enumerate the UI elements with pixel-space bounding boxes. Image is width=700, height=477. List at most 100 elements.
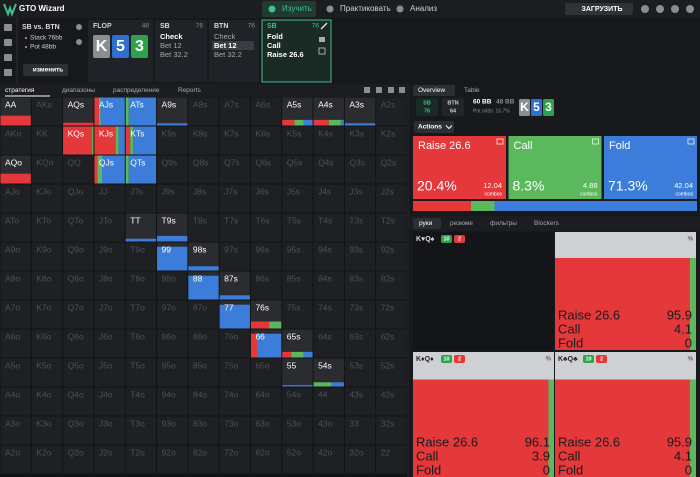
hand-cell[interactable] (376, 358, 407, 387)
hand-cell[interactable] (94, 445, 125, 474)
line-option[interactable]: Check (160, 32, 183, 41)
hand-cell[interactable] (282, 445, 313, 474)
hand-cell[interactable] (376, 97, 407, 126)
hand-cell[interactable] (250, 213, 282, 242)
hand-cell[interactable] (94, 358, 125, 387)
hand-cell[interactable] (376, 126, 407, 155)
hand-cell[interactable] (188, 242, 219, 271)
hand-cell[interactable] (282, 271, 313, 300)
hand-cell[interactable] (94, 416, 125, 445)
panel-tab[interactable]: Table (464, 87, 480, 94)
hand-cell[interactable] (31, 445, 63, 474)
hand-cell[interactable] (188, 126, 219, 155)
hand-cell[interactable] (344, 329, 376, 358)
icon[interactable] (641, 5, 649, 13)
hand-cell[interactable] (188, 445, 219, 474)
hand-cell[interactable] (376, 184, 407, 213)
hand-cell[interactable] (250, 155, 282, 184)
hand-cell[interactable] (63, 213, 94, 242)
hand-cell[interactable] (94, 300, 125, 329)
line-option[interactable]: Raise 26.6 (267, 50, 304, 59)
hand-cell[interactable] (31, 184, 63, 213)
hand-cell[interactable] (157, 97, 188, 126)
hand-cell[interactable] (188, 329, 219, 358)
hand-cell[interactable] (94, 242, 125, 271)
line-column[interactable] (155, 20, 207, 82)
change-button[interactable] (23, 64, 68, 76)
hand-cell[interactable] (157, 184, 188, 213)
icon[interactable] (76, 39, 82, 45)
matrix-tab[interactable]: распределение (113, 87, 160, 94)
nav-item[interactable]: Анализ (410, 4, 437, 13)
nav-item[interactable]: Практиковать (340, 4, 391, 13)
hand-tab[interactable]: резюме (450, 220, 473, 227)
line-option[interactable]: Bet 32.2 (214, 50, 242, 59)
hand-cell[interactable] (31, 213, 63, 242)
hand-tab[interactable]: фильтры (490, 220, 517, 227)
hand-cell[interactable] (157, 387, 188, 416)
hand-cell[interactable] (376, 445, 407, 474)
hand-card[interactable] (413, 232, 554, 350)
hand-cell[interactable] (282, 242, 313, 271)
hand-cell[interactable] (219, 387, 250, 416)
panel-tab[interactable]: Overview (418, 87, 445, 94)
hand-cell[interactable] (282, 155, 313, 184)
hand-tab[interactable]: руки (419, 220, 433, 227)
line-option[interactable]: Check (214, 32, 236, 41)
icon[interactable] (364, 87, 370, 93)
icon[interactable] (4, 39, 12, 46)
hand-cell[interactable] (63, 416, 94, 445)
hand-cell[interactable] (125, 300, 157, 329)
icon[interactable] (376, 87, 382, 93)
icon[interactable] (4, 24, 12, 31)
line-option[interactable]: Bet 12 (160, 41, 182, 50)
hand-cell[interactable] (313, 271, 344, 300)
hand-cell[interactable] (63, 184, 94, 213)
hand-cell[interactable] (63, 300, 94, 329)
hand-cell[interactable] (344, 213, 376, 242)
hand-cell[interactable] (94, 213, 125, 242)
icon[interactable] (656, 5, 664, 13)
hand-cell[interactable] (282, 358, 313, 387)
hand-cell[interactable] (157, 445, 188, 474)
hand-cell[interactable] (31, 387, 63, 416)
hand-cell[interactable] (0, 300, 31, 329)
hand-cell[interactable] (376, 387, 407, 416)
icon[interactable] (399, 87, 405, 93)
hand-cell[interactable] (344, 126, 376, 155)
hand-cell[interactable] (0, 416, 31, 445)
hand-cell[interactable] (219, 271, 250, 300)
hand-cell[interactable] (125, 271, 157, 300)
hand-cell[interactable] (376, 242, 407, 271)
hand-cell[interactable] (157, 358, 188, 387)
hand-cell[interactable] (0, 358, 31, 387)
hand-cell[interactable] (219, 184, 250, 213)
hand-cell[interactable] (219, 358, 250, 387)
hand-cell[interactable] (313, 329, 344, 358)
hand-cell[interactable] (157, 155, 188, 184)
hand-cell[interactable] (344, 416, 376, 445)
hand-cell[interactable] (313, 242, 344, 271)
line-option[interactable]: Fold (267, 32, 283, 41)
actions-menu[interactable] (414, 121, 454, 133)
hand-cell[interactable] (344, 358, 376, 387)
hand-cell[interactable] (0, 271, 31, 300)
hand-cell[interactable] (250, 387, 282, 416)
hand-cell[interactable] (376, 271, 407, 300)
upload-button[interactable] (565, 3, 633, 15)
hand-cell[interactable] (219, 213, 250, 242)
hand-cell[interactable] (313, 155, 344, 184)
hand-cell[interactable] (63, 329, 94, 358)
hand-cell[interactable] (219, 97, 250, 126)
matrix-tab[interactable]: стратегия (5, 87, 35, 94)
hand-cell[interactable] (0, 445, 31, 474)
matrix-tab[interactable]: Reports (178, 87, 202, 94)
hand-cell[interactable] (31, 300, 63, 329)
hand-cell[interactable] (344, 271, 376, 300)
hand-cell[interactable] (125, 184, 157, 213)
hand-cell[interactable] (376, 416, 407, 445)
hand-cell[interactable] (313, 416, 344, 445)
line-option[interactable]: Bet 32.2 (160, 50, 188, 59)
upload-label[interactable]: ЗАГРУЗИТЬ (581, 6, 622, 13)
hand-cell[interactable] (63, 445, 94, 474)
